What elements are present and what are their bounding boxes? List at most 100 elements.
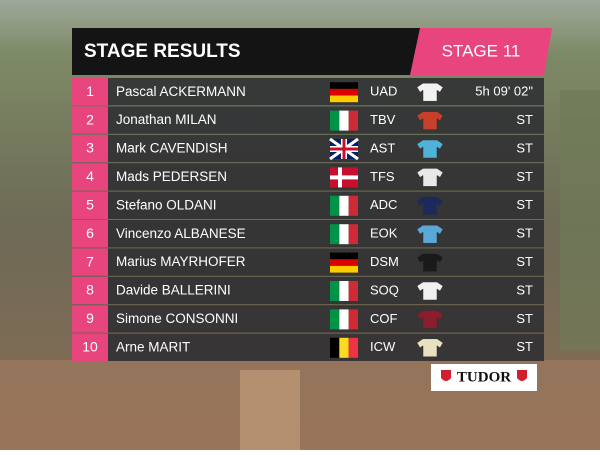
rank: 4 <box>86 168 94 184</box>
flag <box>330 252 358 260</box>
flag <box>330 337 340 358</box>
flag <box>330 224 340 245</box>
rider-name: Mark CAVENDISH <box>116 141 228 156</box>
rider-name: Davide BALLERINI <box>116 283 231 298</box>
team-code: DSM <box>370 254 399 269</box>
team-code: UAD <box>370 84 397 99</box>
row-background <box>72 276 544 305</box>
rank-box <box>72 220 108 248</box>
flag <box>348 337 358 358</box>
team-code: EOK <box>370 226 398 241</box>
flag <box>348 309 358 330</box>
row-background <box>72 78 544 106</box>
header-title: STAGE RESULTS <box>84 41 241 62</box>
rank: 1 <box>86 83 94 99</box>
flag <box>339 309 349 330</box>
time: 5h 09' 02" <box>475 84 533 99</box>
row-background <box>72 248 544 276</box>
rank: 9 <box>86 310 94 326</box>
rank-box <box>72 276 108 305</box>
sponsor-shield <box>517 370 527 381</box>
flag <box>339 110 349 131</box>
jersey <box>416 310 444 329</box>
rider-name: Arne MARIT <box>116 339 190 354</box>
time: ST <box>516 311 533 326</box>
rank-box <box>72 191 108 219</box>
flag <box>330 309 340 330</box>
time: ST <box>516 140 533 155</box>
flag <box>330 88 358 96</box>
rank-box <box>72 106 108 134</box>
trees <box>560 90 600 350</box>
row-background <box>72 163 544 191</box>
flag <box>330 195 340 216</box>
flag <box>330 82 358 89</box>
rider-name: Jonathan MILAN <box>116 112 217 127</box>
row-background <box>72 333 544 361</box>
time: ST <box>516 226 533 241</box>
jersey <box>416 196 444 216</box>
team-code: ADC <box>370 197 397 212</box>
team-code: AST <box>370 140 395 155</box>
flag <box>339 337 349 358</box>
stage-badge <box>410 28 552 75</box>
jersey <box>416 168 444 187</box>
rank-box <box>72 163 108 191</box>
flag <box>348 110 358 131</box>
jersey <box>416 281 444 301</box>
row-background <box>72 191 544 219</box>
rank-box <box>72 134 108 163</box>
row-background <box>72 220 544 248</box>
rank: 3 <box>86 140 94 156</box>
flag <box>348 224 358 245</box>
team-code: COF <box>370 311 398 326</box>
rank: 6 <box>86 225 94 241</box>
stage-label: STAGE 11 <box>442 41 521 60</box>
time: ST <box>516 197 533 212</box>
jersey <box>416 111 444 130</box>
time: ST <box>516 339 533 354</box>
team-code: SOQ <box>370 282 399 297</box>
sponsor-shield <box>441 370 451 381</box>
rank: 10 <box>82 339 98 355</box>
flag <box>330 110 340 131</box>
flag <box>330 175 358 180</box>
flag <box>348 281 358 301</box>
flag <box>330 265 358 273</box>
row-background <box>72 134 544 163</box>
flag <box>348 195 358 216</box>
flag <box>330 147 358 151</box>
jersey <box>416 253 444 272</box>
rider-name: Vincenzo ALBANESE <box>116 226 246 241</box>
rank: 8 <box>86 282 94 298</box>
rank-box <box>72 78 108 106</box>
rider-name: Pascal ACKERMANN <box>116 84 246 99</box>
rank: 5 <box>86 197 94 213</box>
time: ST <box>516 254 533 269</box>
flag <box>330 281 340 301</box>
flag <box>339 281 349 301</box>
flag <box>330 259 358 266</box>
jersey <box>416 338 444 358</box>
tower <box>240 370 300 450</box>
time: ST <box>516 169 533 184</box>
flag <box>339 224 349 245</box>
time: ST <box>516 282 533 297</box>
rider-name: Stefano OLDANI <box>116 197 217 212</box>
team-code: ICW <box>370 339 396 354</box>
rank-box <box>72 333 108 361</box>
team-code: TFS <box>370 169 395 184</box>
rank-box <box>72 248 108 276</box>
rank: 2 <box>86 111 94 127</box>
jersey <box>416 82 444 102</box>
row-background <box>72 305 544 333</box>
rider-name: Marius MAYRHOFER <box>116 254 246 269</box>
jersey <box>416 139 444 159</box>
jersey <box>416 224 444 244</box>
rank-box <box>72 305 108 333</box>
rider-name: Mads PEDERSEN <box>116 169 227 184</box>
time: ST <box>516 112 533 127</box>
flag <box>330 95 358 103</box>
